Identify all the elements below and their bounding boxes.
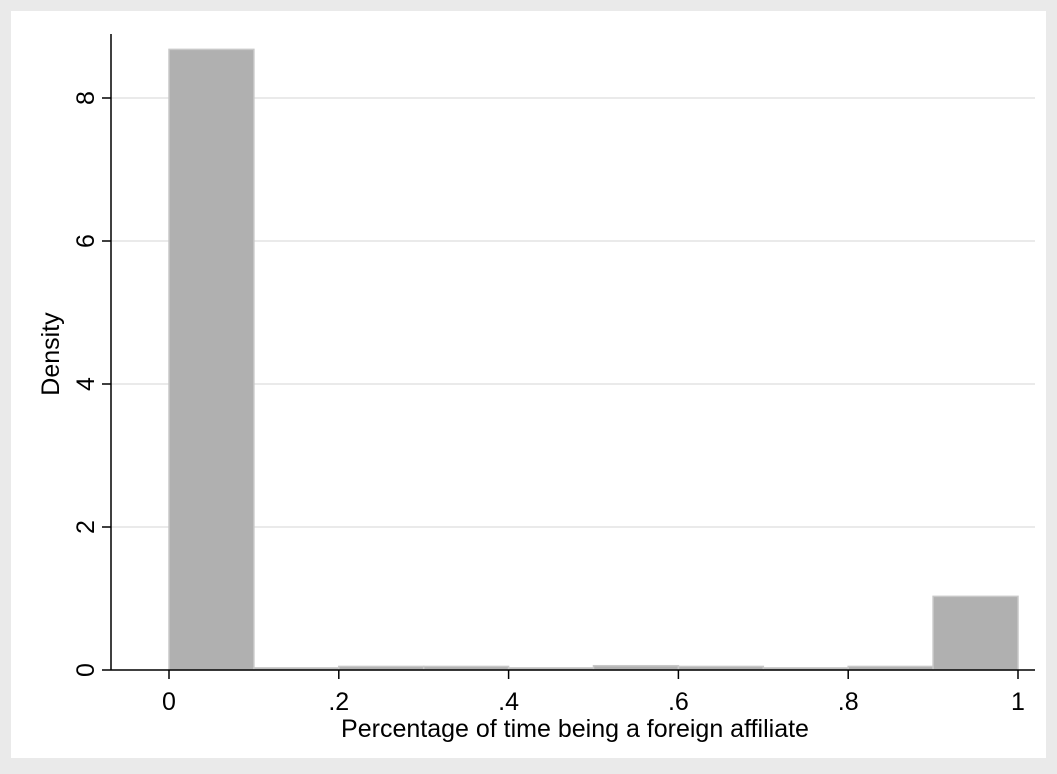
x-axis-label: Percentage of time being a foreign affil… (341, 715, 809, 743)
x-tick-label: .8 (838, 688, 859, 716)
x-tick-label: .4 (498, 688, 519, 716)
y-tick-label: 6 (72, 234, 100, 248)
x-tick-label: .2 (328, 688, 349, 716)
histogram-bar (168, 48, 255, 671)
y-tick-label: 0 (72, 663, 100, 677)
tick-labels: 0 2 4 6 8 0 .2 .4 .6 .8 1 (72, 91, 1025, 716)
y-tick-label: 8 (72, 91, 100, 105)
x-tick-label: .6 (668, 688, 689, 716)
grid-lines (111, 97, 1035, 528)
x-tick-label: 1 (1011, 688, 1025, 716)
y-tick-label: 2 (72, 520, 100, 534)
histogram-bar (932, 595, 1019, 671)
axes (102, 34, 1035, 679)
y-tick-label: 4 (72, 377, 100, 391)
histogram-bars (168, 48, 1019, 671)
y-axis-label: Density (37, 312, 65, 396)
x-tick-label: 0 (162, 688, 176, 716)
